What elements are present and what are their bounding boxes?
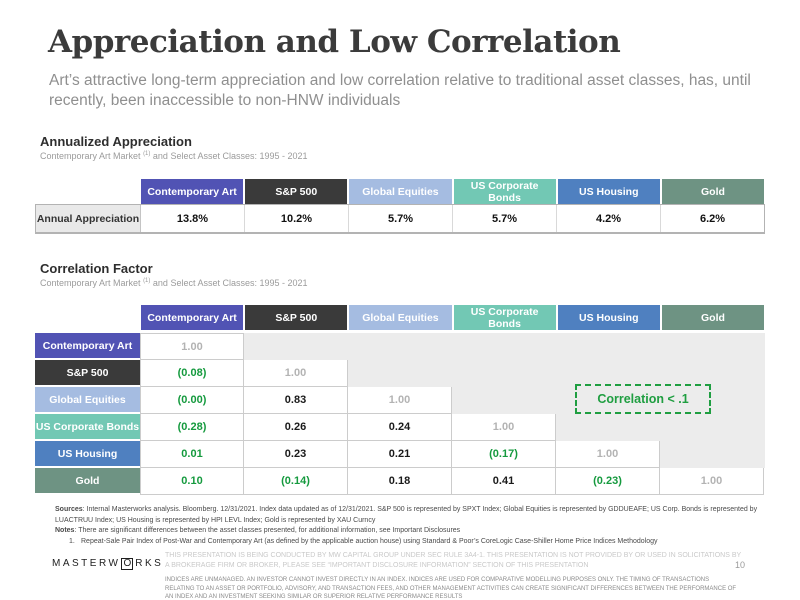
- page-number: 10: [734, 560, 745, 570]
- matrix-row-us-corporate-bonds: US Corporate Bonds (0.28) 0.26 0.24 1.00: [35, 414, 765, 441]
- correlation-cell: (0.14): [244, 468, 348, 495]
- matrix-row-contemporary-art: Contemporary Art 1.00: [35, 333, 765, 360]
- row-header-us-corporate-bonds: US Corporate Bonds: [35, 414, 140, 441]
- slide-title: Appreciation and Low Correlation: [48, 24, 621, 60]
- column-header-contemporary-art: Contemporary Art: [141, 179, 244, 204]
- column-header-gold: Gold: [661, 305, 765, 330]
- appreciation-subheading-prefix: Contemporary Art Market: [40, 151, 141, 161]
- sources-line: Sources: Internal Masterworks analysis. …: [55, 505, 761, 526]
- row-header-gold: Gold: [35, 468, 140, 495]
- appreciation-row-header: Annual Appreciation: [36, 205, 141, 232]
- column-header-gold: Gold: [661, 179, 765, 204]
- row-header-sp500: S&P 500: [35, 360, 140, 387]
- appreciation-value: 6.2%: [699, 212, 726, 225]
- matrix-row-us-housing: US Housing 0.01 0.23 0.21 (0.17) 1.00: [35, 441, 765, 468]
- correlation-cell: 0.21: [348, 441, 452, 468]
- row-header-us-housing: US Housing: [35, 441, 140, 468]
- correlation-cell: 1.00: [244, 360, 348, 387]
- correlation-cell: (0.17): [452, 441, 556, 468]
- correlation-cell: 1.00: [348, 387, 452, 414]
- correlation-cell: 0.83: [244, 387, 348, 414]
- logo-text-right: RKS: [135, 558, 164, 569]
- correlation-cell: 0.26: [244, 414, 348, 441]
- correlation-callout: Correlation < .1: [575, 384, 711, 414]
- correlation-cell: (0.08): [140, 360, 244, 387]
- correlation-cell: 0.01: [140, 441, 244, 468]
- column-header-global-equities: Global Equities: [349, 179, 452, 204]
- upper-triangle-filler: [348, 360, 765, 387]
- appreciation-value: 5.7%: [453, 205, 557, 232]
- note-1-text: Repeat-Sale Pair Index of Post-War and C…: [81, 537, 658, 545]
- correlation-subheading-suffix: and Select Asset Classes: 1995 - 2021: [152, 278, 308, 288]
- correlation-table: Contemporary Art S&P 500 Global Equities…: [35, 305, 765, 495]
- correlation-subheading: Contemporary Art Market (1) and Select A…: [40, 278, 308, 288]
- appreciation-data-row: Annual Appreciation 13.8% 10.2% 5.7% 5.7…: [35, 204, 765, 234]
- appreciation-heading: Annualized Appreciation: [40, 134, 192, 149]
- column-header-sp500: S&P 500: [245, 179, 348, 204]
- correlation-cell: 0.23: [244, 441, 348, 468]
- correlation-cell: 0.24: [348, 414, 452, 441]
- column-header-us-housing: US Housing: [557, 179, 660, 204]
- logo-text-left: MASTERW: [52, 558, 121, 569]
- appreciation-value: 13.8%: [141, 205, 245, 232]
- footnotes: Sources: Internal Masterworks analysis. …: [55, 505, 761, 547]
- correlation-subheading-prefix: Contemporary Art Market: [40, 278, 141, 288]
- upper-triangle-filler: [556, 414, 765, 441]
- correlation-cell: 1.00: [452, 414, 556, 441]
- note-1-number: 1.: [69, 537, 75, 545]
- sec-disclaimer: THIS PRESENTATION IS BEING CONDUCTED BY …: [165, 552, 742, 570]
- correlation-cell: 0.18: [348, 468, 452, 495]
- correlation-header-row: Contemporary Art S&P 500 Global Equities…: [140, 305, 765, 330]
- row-header-global-equities: Global Equities: [35, 387, 140, 414]
- correlation-cell: 1.00: [660, 468, 764, 495]
- matrix-row-sp500: S&P 500 (0.08) 1.00: [35, 360, 765, 387]
- appreciation-value: 4.2%: [557, 205, 661, 232]
- matrix-row-gold: Gold 0.10 (0.14) 0.18 0.41 (0.23) 1.00: [35, 468, 765, 495]
- appreciation-header-row: Contemporary Art S&P 500 Global Equities…: [140, 179, 765, 204]
- notes-text: : There are significant differences betw…: [74, 527, 461, 534]
- masterworks-logo: MASTERW O RKS: [52, 558, 163, 570]
- footnote-marker: (1): [143, 278, 151, 284]
- correlation-cell: (0.28): [140, 414, 244, 441]
- column-header-us-corporate-bonds: US Corporate Bonds: [453, 179, 556, 204]
- upper-triangle-filler: [244, 333, 765, 360]
- sources-text: : Internal Masterworks analysis. Bloombe…: [55, 506, 758, 524]
- column-header-us-housing: US Housing: [557, 305, 660, 330]
- correlation-cell: (0.23): [556, 468, 660, 495]
- appreciation-value: 5.7%: [349, 205, 453, 232]
- correlation-cell: (0.00): [140, 387, 244, 414]
- matrix-row-global-equities: Global Equities (0.00) 0.83 1.00: [35, 387, 765, 414]
- correlation-cell: 1.00: [140, 333, 244, 360]
- indices-fineprint: INDICES ARE UNMANAGED. AN INVESTOR CANNO…: [165, 577, 737, 600]
- correlation-cell: 1.00: [556, 441, 660, 468]
- correlation-heading: Correlation Factor: [40, 261, 153, 276]
- notes-line: Notes: There are significant differences…: [55, 526, 761, 537]
- appreciation-table: Contemporary Art S&P 500 Global Equities…: [35, 179, 765, 234]
- upper-triangle-filler: [452, 387, 765, 414]
- appreciation-subheading-suffix: and Select Asset Classes: 1995 - 2021: [152, 151, 308, 161]
- correlation-cell: 0.41: [452, 468, 556, 495]
- appreciation-value: 10.2%: [245, 205, 349, 232]
- note-1: 1. Repeat-Sale Pair Index of Post-War and…: [55, 537, 761, 548]
- footnote-marker: (1): [143, 151, 151, 157]
- column-header-sp500: S&P 500: [245, 305, 348, 330]
- column-header-global-equities: Global Equities: [349, 305, 452, 330]
- column-header-us-corporate-bonds: US Corporate Bonds: [453, 305, 556, 330]
- slide-subtitle: Art’s attractive long-term appreciation …: [49, 72, 751, 110]
- notes-label: Notes: [55, 527, 75, 534]
- upper-triangle-filler: [660, 441, 765, 468]
- correlation-matrix: Contemporary Art 1.00 S&P 500 (0.08) 1.0…: [35, 333, 765, 495]
- appreciation-subheading: Contemporary Art Market (1) and Select A…: [40, 151, 308, 161]
- row-header-contemporary-art: Contemporary Art: [35, 333, 140, 360]
- correlation-cell: 0.10: [140, 468, 244, 495]
- sources-label: Sources: [55, 506, 83, 513]
- column-header-contemporary-art: Contemporary Art: [141, 305, 244, 330]
- logo-boxed-o-icon: O: [121, 558, 134, 570]
